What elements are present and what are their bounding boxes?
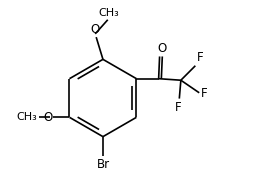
Text: CH₃: CH₃: [98, 8, 119, 18]
Text: O: O: [90, 23, 100, 36]
Text: CH₃: CH₃: [17, 112, 38, 122]
Text: F: F: [175, 101, 182, 113]
Text: F: F: [197, 51, 204, 64]
Text: O: O: [43, 111, 53, 124]
Text: O: O: [158, 42, 167, 54]
Text: F: F: [201, 87, 208, 100]
Text: Br: Br: [96, 158, 109, 171]
